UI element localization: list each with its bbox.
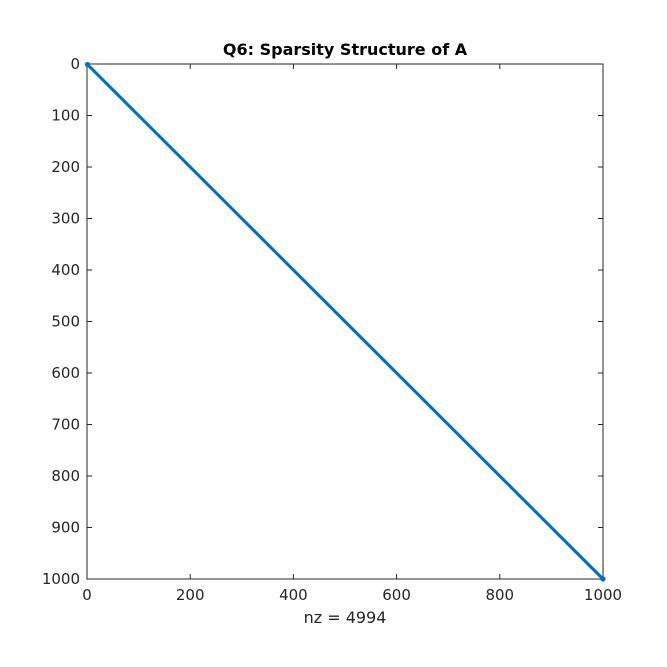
y-tick-label: 700 [51, 416, 80, 434]
y-tick-label: 1000 [42, 570, 80, 588]
data-marks [84, 61, 606, 582]
x-axis-label: nz = 4994 [304, 608, 387, 627]
y-tick-label: 400 [51, 261, 80, 279]
y-tick-label: 800 [51, 467, 80, 485]
band-diagonal-2 [87, 63, 604, 579]
x-tick-label: 0 [82, 586, 92, 604]
y-tick-label: 300 [51, 210, 80, 228]
y-axis: 0 100 200 300 400 500 600 700 800 900 1000 [42, 55, 603, 588]
x-tick-label: 600 [382, 586, 411, 604]
x-tick-label: 400 [279, 586, 308, 604]
x-tick-label: 800 [485, 586, 514, 604]
y-tick-label: 500 [51, 313, 80, 331]
x-tick-label: 1000 [584, 586, 622, 604]
nonzero-marker [84, 61, 91, 68]
x-axis: 0 200 400 600 800 1000 [82, 64, 622, 604]
y-tick-label: 100 [51, 107, 80, 125]
y-tick-label: 0 [70, 55, 80, 73]
nonzero-marker [600, 576, 606, 582]
y-tick-label: 600 [51, 364, 80, 382]
y-tick-label: 200 [51, 158, 80, 176]
x-tick-label: 200 [176, 586, 205, 604]
chart-title: Q6: Sparsity Structure of A [223, 40, 468, 59]
y-tick-label: 900 [51, 519, 80, 537]
